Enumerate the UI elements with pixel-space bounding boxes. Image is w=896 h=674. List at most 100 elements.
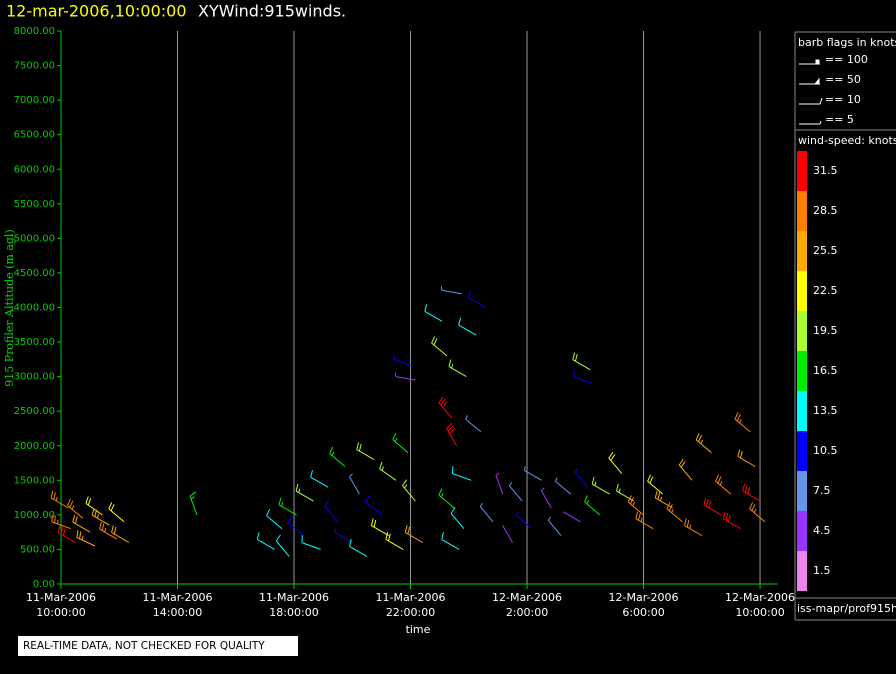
wind-barb	[310, 469, 329, 488]
colorbar-swatch	[797, 471, 807, 511]
wind-barb	[479, 502, 494, 523]
wind-barb	[295, 483, 314, 502]
wind-barb	[365, 495, 382, 516]
x-tick-label: 12-Mar-2006	[609, 591, 679, 604]
y-tick-label: 6000.00	[14, 164, 55, 175]
wind-barb	[572, 352, 591, 371]
wind-barb	[523, 466, 542, 481]
colorbar-swatch	[797, 351, 807, 391]
y-tick-label: 3500.00	[14, 337, 55, 348]
colorbar-label: 19.5	[813, 324, 838, 337]
colorbar-label: 7.5	[813, 484, 831, 497]
wind-barb	[301, 535, 321, 550]
wind-barb	[385, 532, 404, 550]
y-axis-label: 915 Profiler Altitude (m agl)	[3, 229, 16, 386]
footer-box	[18, 636, 298, 656]
wind-barb	[647, 474, 664, 495]
x-tick-label: 2:00:00	[506, 606, 548, 619]
title-time: 12-mar-2006,10:00:00	[6, 2, 187, 21]
wind-barb	[446, 422, 458, 447]
wind-barb	[356, 442, 375, 461]
y-tick-label: 5000.00	[14, 233, 55, 244]
colorbar-label: 4.5	[813, 524, 831, 537]
wind-barb	[72, 514, 91, 533]
wind-barb	[57, 525, 76, 543]
wind-barb	[678, 458, 693, 481]
wind-barb	[266, 508, 283, 530]
x-tick-label: 11-Mar-2006	[143, 591, 213, 604]
y-tick-label: 3000.00	[14, 372, 55, 383]
wind-barb	[654, 490, 673, 509]
wind-barb	[467, 290, 487, 308]
colorbar-label: 16.5	[813, 364, 838, 377]
wind-barb	[278, 497, 297, 516]
wind-barb	[584, 495, 601, 516]
barb-icon	[799, 97, 823, 105]
colorbar-swatch	[797, 231, 807, 271]
wind-barb	[438, 488, 455, 509]
y-tick-label: 5500.00	[14, 199, 55, 210]
wind-barb	[108, 502, 125, 523]
wind-barb	[749, 502, 766, 523]
wind-barb	[379, 461, 397, 481]
x-tick-label: 12-Mar-2006	[725, 591, 795, 604]
wind-barb	[99, 521, 118, 540]
wind-barb	[256, 532, 275, 550]
y-tick-label: 500.00	[20, 544, 55, 555]
wind-barb	[334, 528, 353, 543]
y-tick-label: 2500.00	[14, 406, 55, 417]
side-panel: barb flags in knots == 100 == 50 == 10 =…	[794, 31, 896, 621]
wind-barb	[50, 490, 69, 509]
wind-barb	[502, 524, 513, 543]
wind-barb	[574, 468, 589, 488]
x-tick-label: 11-Mar-2006	[376, 591, 446, 604]
wind-barb	[441, 532, 460, 550]
wind-barb	[627, 495, 644, 516]
wind-barb	[608, 451, 623, 474]
x-tick-label: 11-Mar-2006	[259, 591, 329, 604]
colorbar-label: 1.5	[813, 564, 831, 577]
wind-barb	[329, 446, 346, 467]
wind-barb	[404, 525, 423, 543]
barb-legend-entry: == 10	[825, 93, 861, 106]
wind-barb	[393, 355, 414, 367]
wind-barb	[189, 491, 198, 516]
footer-text: REAL-TIME DATA, NOT CHECKED FOR QUALITY	[23, 640, 265, 652]
barb-legend-entry: == 100	[825, 53, 868, 66]
wind-barb	[742, 483, 761, 502]
y-tick-label: 4500.00	[14, 268, 55, 279]
colorbar-swatch	[797, 431, 807, 471]
wind-barb	[722, 511, 741, 530]
wind-barb	[737, 449, 756, 467]
wind-barb	[451, 466, 472, 481]
y-tick-label: 7000.00	[14, 95, 55, 106]
wind-barb	[394, 372, 416, 381]
x-tick-label: 12-Mar-2006	[492, 591, 562, 604]
wind-barb	[695, 432, 712, 454]
wind-barb	[349, 539, 368, 557]
wind-barb	[392, 432, 409, 454]
colorbar-swatch	[797, 271, 807, 311]
wind-barb	[495, 472, 504, 495]
colorbar-label: 10.5	[813, 444, 838, 457]
y-tick-label: 6500.00	[14, 130, 55, 141]
wind-barb	[458, 317, 477, 336]
colorbar: 31.5 28.5 25.5 22.5 19.5 16.5 13.5 10.5 7.5 4.5 1.…	[797, 151, 838, 591]
wind-barb	[441, 286, 462, 295]
x-tick-label: 11-Mar-2006	[26, 591, 96, 604]
wind-barb	[562, 511, 581, 523]
wind-barb	[554, 477, 572, 495]
wind-barb	[616, 483, 635, 502]
wind-barb	[734, 412, 751, 433]
barb-icon	[799, 120, 822, 125]
y-tick-label: 0.00	[33, 579, 55, 590]
wind-barb	[591, 476, 610, 495]
wind-barb	[324, 500, 339, 523]
wind-barb	[703, 497, 722, 516]
colorbar-label: 13.5	[813, 404, 838, 417]
wind-barb	[547, 516, 562, 536]
wind-barb	[635, 511, 654, 530]
y-tick-label: 1500.00	[14, 475, 55, 486]
wind-barb	[666, 502, 683, 523]
